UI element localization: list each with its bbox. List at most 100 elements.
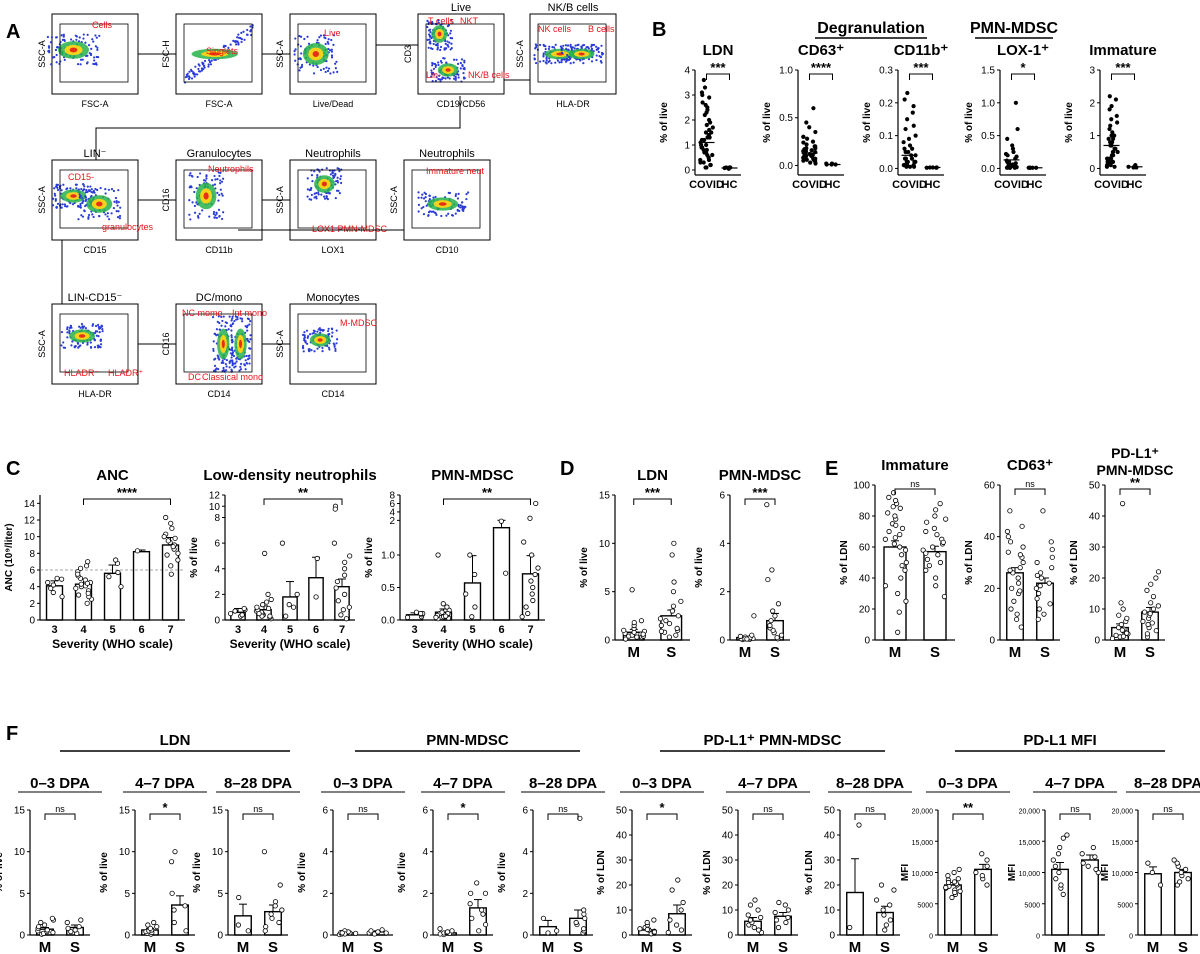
event-dot xyxy=(330,50,333,53)
event-dot xyxy=(432,62,435,65)
event-dot xyxy=(560,47,563,50)
event-dot xyxy=(436,44,439,47)
data-point xyxy=(239,612,245,618)
event-dot xyxy=(87,189,91,192)
data-point xyxy=(527,515,533,521)
data-point xyxy=(644,919,650,926)
y-tick-label: 20 xyxy=(984,584,996,595)
density-peak xyxy=(445,68,451,72)
event-dot xyxy=(99,343,103,346)
event-dot xyxy=(424,196,427,199)
data-point xyxy=(774,634,780,641)
event-dot xyxy=(112,206,115,210)
data-point xyxy=(813,129,818,135)
data-point xyxy=(782,902,788,908)
data-point xyxy=(1105,156,1110,161)
event-dot xyxy=(335,329,338,332)
data-point xyxy=(1120,606,1126,612)
data-point xyxy=(923,550,929,556)
event-dot xyxy=(303,37,306,41)
data-point xyxy=(945,879,952,886)
data-point xyxy=(1040,508,1046,514)
data-point xyxy=(1108,123,1113,128)
gate-outline xyxy=(297,23,367,83)
event-dot xyxy=(217,199,220,202)
data-point xyxy=(675,877,681,883)
data-point xyxy=(1109,103,1114,109)
gate-outline xyxy=(411,169,481,229)
y-tick-label: 5000 xyxy=(1024,902,1040,909)
data-point xyxy=(956,866,962,872)
y-tick-label: 4 xyxy=(684,66,690,77)
event-dot xyxy=(220,324,223,327)
data-point xyxy=(1010,146,1016,151)
event-dot xyxy=(440,61,443,64)
event-dot xyxy=(544,45,547,48)
data-point xyxy=(747,902,754,908)
event-dot xyxy=(223,44,226,47)
y-tick-label: 4 xyxy=(422,847,428,858)
data-point xyxy=(752,897,758,903)
event-dot xyxy=(428,33,431,36)
event-dot xyxy=(566,53,569,57)
y-tick-label: 60 xyxy=(859,543,871,554)
data-point xyxy=(873,897,880,903)
data-point xyxy=(171,907,177,913)
event-dot xyxy=(235,360,238,363)
data-point xyxy=(979,851,985,857)
significance-bracket xyxy=(1119,488,1151,495)
event-dot xyxy=(50,63,53,66)
data-point xyxy=(1124,630,1130,636)
data-point xyxy=(669,552,675,558)
event-dot xyxy=(79,344,82,347)
data-point xyxy=(637,926,643,932)
y-tick-label: 20 xyxy=(824,881,836,892)
gating-arrow xyxy=(95,96,461,160)
event-dot xyxy=(336,181,340,184)
event-dot xyxy=(116,216,120,219)
event-dot xyxy=(198,70,202,73)
panel-label-d: D xyxy=(560,458,574,480)
event-dot xyxy=(232,39,235,42)
event-dot xyxy=(332,43,335,47)
data-point xyxy=(269,915,275,921)
event-dot xyxy=(81,215,85,218)
event-dot xyxy=(239,365,242,368)
event-dot xyxy=(64,205,67,208)
y-axis-label: % of LDN xyxy=(702,850,713,894)
category-label: M xyxy=(144,939,157,954)
event-dot xyxy=(86,185,89,188)
event-dot xyxy=(205,174,208,177)
event-dot xyxy=(83,209,86,212)
event-dot xyxy=(316,39,319,42)
event-dot xyxy=(568,57,572,61)
y-tick-label: 0.2 xyxy=(879,98,893,109)
data-point xyxy=(776,899,782,906)
data-point xyxy=(85,590,91,596)
data-point xyxy=(913,159,918,164)
data-point xyxy=(164,552,170,558)
y-tick-label: 4 xyxy=(719,539,725,550)
event-dot xyxy=(227,46,230,49)
event-dot xyxy=(99,338,103,341)
data-point xyxy=(161,534,167,540)
data-point xyxy=(331,540,337,546)
chart-title: Immature xyxy=(1089,42,1157,59)
data-point xyxy=(1178,869,1184,876)
data-point xyxy=(482,890,489,896)
data-point xyxy=(314,555,320,562)
event-dot xyxy=(590,47,594,50)
event-dot xyxy=(115,199,118,203)
event-dot xyxy=(585,46,588,49)
data-point xyxy=(75,592,82,598)
data-point xyxy=(262,928,268,934)
data-point xyxy=(172,535,178,541)
data-point xyxy=(702,112,707,118)
data-point xyxy=(1064,832,1070,838)
event-dot xyxy=(115,201,118,204)
event-dot xyxy=(437,63,440,67)
data-point xyxy=(1171,857,1177,863)
